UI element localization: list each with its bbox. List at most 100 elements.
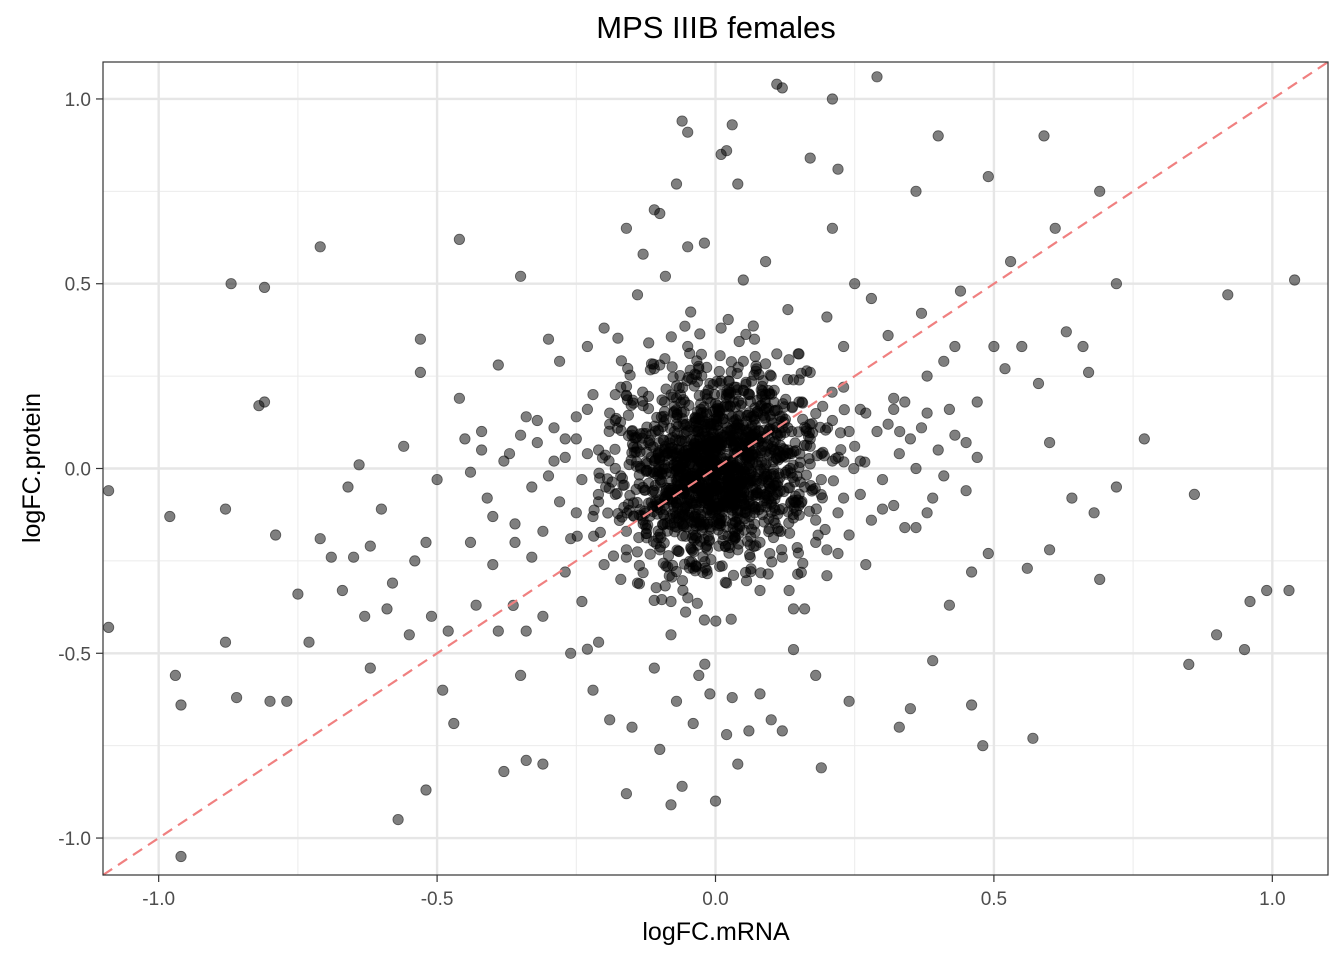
y-axis-title: logFC.protein [18,393,46,543]
data-point [620,222,633,234]
data-point [977,740,989,752]
data-point [403,629,415,641]
data-point [938,470,950,482]
data-point [865,292,878,305]
data-point [755,567,767,579]
data-point [576,473,588,486]
data-point [621,394,634,406]
data-point [654,528,666,540]
data-point [1110,481,1123,493]
data-point [1016,340,1028,353]
data-point [720,728,733,741]
data-point [714,515,727,527]
data-point [747,320,759,332]
data-point [618,479,630,491]
data-point [514,669,527,682]
data-point [620,525,633,537]
data-point [611,487,623,500]
data-point [392,813,404,826]
data-point [630,446,642,458]
data-point [537,525,549,537]
data-point [949,340,961,353]
data-point [709,795,722,807]
data-point [598,322,610,334]
data-point [658,396,671,408]
data-point [487,558,499,571]
data-point [492,625,504,637]
data-point [414,366,426,378]
data-point [1283,584,1295,597]
data-point [103,485,115,497]
data-point [609,443,621,455]
data-point [782,303,794,316]
data-point [169,669,181,682]
data-point [654,207,666,220]
data-point [398,440,410,452]
data-point [713,365,725,378]
data-point [381,603,393,615]
data-point [448,717,460,730]
data-point [698,496,711,508]
data-point [816,492,829,504]
x-tick-label: 1.0 [1259,889,1285,910]
data-point [1021,562,1033,574]
data-point [753,425,765,437]
data-point [832,547,844,560]
data-point [498,765,510,778]
data-point [633,509,645,521]
data-point [932,130,944,142]
data-point [776,725,788,737]
data-point [837,492,850,504]
data-point [679,320,691,332]
data-point [588,504,600,516]
data-point [1238,643,1251,656]
data-point [740,328,752,340]
data-point [725,366,737,378]
data-point [712,432,724,445]
data-point [175,850,187,863]
data-point [658,509,670,521]
data-point [576,595,588,608]
data-point [893,721,905,733]
data-point [1088,507,1100,519]
data-point [649,467,661,480]
data-point [817,400,829,412]
data-point [678,488,690,500]
data-point [690,451,702,463]
data-point [904,703,917,715]
data-point [670,695,683,707]
data-point [660,560,672,572]
data-point [526,551,538,563]
data-point [459,433,471,445]
data-point [691,597,703,609]
x-tick-label: -0.5 [421,889,454,910]
data-point [750,540,762,552]
data-point [604,714,616,726]
data-point [893,448,905,460]
data-point [592,488,605,501]
data-point [526,481,538,493]
data-point [698,415,711,427]
data-point [685,543,697,555]
data-point [723,469,736,481]
data-point [1211,629,1223,641]
data-point [768,463,780,475]
data-point [837,340,850,353]
data-point [1094,185,1106,197]
data-point [753,368,765,381]
data-point [726,119,738,131]
data-point [654,541,667,553]
data-point [821,422,834,434]
data-point [719,540,732,553]
data-point [548,455,560,467]
data-point [726,691,738,704]
data-point [982,547,994,560]
data-point [738,385,750,397]
data-point [711,419,723,431]
data-point [699,430,711,442]
data-point [932,444,944,456]
data-point [800,469,813,481]
data-point [492,359,504,371]
data-point [631,546,643,558]
data-point [219,503,232,515]
